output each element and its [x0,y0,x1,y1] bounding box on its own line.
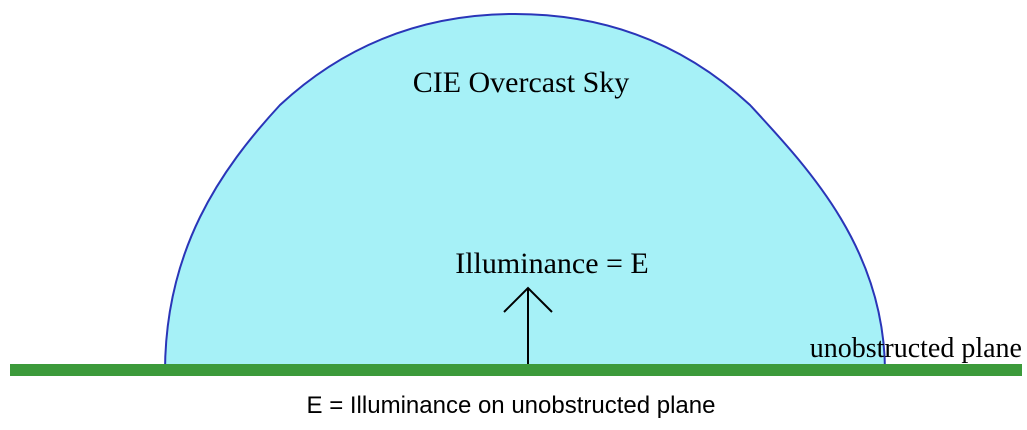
illuminance-label: Illuminance = E [455,247,649,280]
caption: E = Illuminance on unobstructed plane [307,392,716,419]
sky-dome [163,12,887,373]
plane-label: unobstructed plane [810,333,1022,364]
ground-plane [10,364,1022,376]
arrow-head [503,286,553,313]
sky-label: CIE Overcast Sky [413,66,630,99]
